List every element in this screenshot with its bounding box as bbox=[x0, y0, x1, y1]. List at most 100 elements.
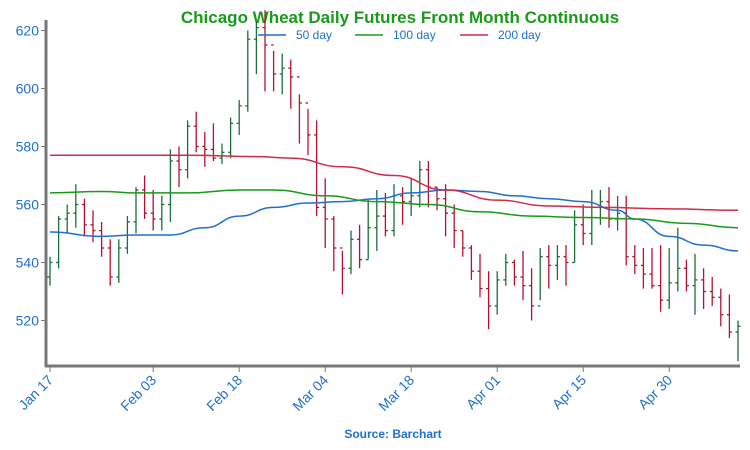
ohlc-bar bbox=[408, 178, 414, 217]
ohlc-bar bbox=[537, 248, 543, 307]
ohlc-bar bbox=[494, 271, 500, 315]
x-tick-label: Feb 18 bbox=[203, 372, 245, 414]
ohlc-bar bbox=[503, 253, 509, 286]
ohlc-bar bbox=[262, 10, 268, 92]
ohlc-bar bbox=[228, 117, 234, 159]
ohlc-bar bbox=[529, 268, 535, 321]
ohlc-bar bbox=[460, 229, 466, 257]
ohlc-bar bbox=[365, 198, 371, 261]
y-tick-label: 540 bbox=[16, 255, 40, 271]
ohlc-bar bbox=[90, 210, 96, 243]
ohlc-bar bbox=[296, 76, 302, 144]
ohlc-bar bbox=[64, 204, 70, 234]
ohlc-bar bbox=[486, 271, 492, 330]
legend-label: 200 day bbox=[498, 28, 541, 42]
ohlc-bar bbox=[511, 259, 517, 286]
ohlc-bar bbox=[107, 239, 113, 286]
series-line-50-day bbox=[49, 189, 739, 252]
ohlc-bar bbox=[142, 175, 148, 219]
ohlc-bar bbox=[331, 216, 337, 272]
ohlc-bar bbox=[236, 100, 242, 135]
x-tick-label: Mar 18 bbox=[375, 372, 417, 414]
y-tick-label: 620 bbox=[16, 23, 40, 39]
ohlc-bar bbox=[314, 120, 320, 217]
x-tick-label: Apr 01 bbox=[463, 372, 504, 413]
ohlc-bar bbox=[219, 143, 225, 164]
axes: 520 540 560 580 600 620 Jan 17 Feb 03 Feb 18 Mar … bbox=[15, 20, 740, 414]
ohlc-bar bbox=[666, 248, 672, 309]
ohlc-bar bbox=[451, 204, 457, 248]
ohlc-bar bbox=[563, 245, 569, 286]
ohlc-bar bbox=[391, 184, 397, 237]
ohlc-bar bbox=[245, 30, 251, 112]
ohlc-bar bbox=[640, 248, 646, 289]
ohlc-bar bbox=[99, 221, 105, 257]
x-tick-label: Apr 30 bbox=[635, 372, 676, 413]
ohlc-bar bbox=[47, 256, 53, 286]
series-line-100-day bbox=[49, 189, 739, 229]
legend: 50 day 100 day 200 day bbox=[258, 28, 541, 42]
ohlc-bar bbox=[675, 227, 681, 292]
ohlc-bar bbox=[185, 120, 191, 179]
ohlc-bar bbox=[580, 204, 586, 246]
y-tick-label: 580 bbox=[16, 139, 40, 155]
ohlc-bar bbox=[683, 259, 689, 292]
ohlc-bar bbox=[718, 288, 724, 327]
x-tick-label: Feb 03 bbox=[117, 372, 159, 414]
y-tick-label: 520 bbox=[16, 313, 40, 329]
ohlc-bar bbox=[348, 230, 354, 275]
ohlc-bar bbox=[271, 44, 277, 92]
ohlc-bar bbox=[632, 245, 638, 275]
ohlc-bar bbox=[572, 210, 578, 264]
ohlc-bar bbox=[81, 198, 87, 237]
ohlc-bar bbox=[339, 247, 345, 295]
y-tick-label: 560 bbox=[16, 197, 40, 213]
ohlc-bar bbox=[305, 102, 311, 156]
ohlc-bars bbox=[47, 10, 741, 362]
ohlc-bar bbox=[382, 192, 388, 237]
ohlc-bar bbox=[374, 190, 380, 251]
ohlc-bar bbox=[709, 277, 715, 306]
ohlc-bar bbox=[658, 245, 664, 312]
ohlc-bar bbox=[253, 21, 259, 74]
ohlc-bar bbox=[692, 253, 698, 315]
moving-average-lines bbox=[49, 154, 739, 252]
ohlc-bar bbox=[735, 320, 741, 362]
ohlc-bar bbox=[56, 216, 62, 269]
ohlc-bar bbox=[417, 161, 423, 208]
ohlc-bar bbox=[425, 161, 431, 208]
x-tick-label: Mar 04 bbox=[289, 372, 331, 414]
ohlc-bar bbox=[649, 248, 655, 289]
ohlc-bar bbox=[150, 190, 156, 231]
ohlc-bar bbox=[116, 239, 122, 283]
ohlc-bar bbox=[288, 59, 294, 109]
x-tick-label: Jan 17 bbox=[15, 372, 56, 413]
ohlc-bar bbox=[73, 184, 79, 228]
ohlc-bar bbox=[167, 149, 173, 222]
legend-label: 100 day bbox=[393, 28, 436, 42]
ohlc-bar bbox=[210, 123, 216, 161]
ohlc-bar bbox=[546, 245, 552, 289]
ohlc-bar bbox=[701, 268, 707, 309]
ohlc-bar bbox=[133, 187, 139, 234]
ohlc-bar bbox=[520, 250, 526, 301]
ohlc-bar bbox=[193, 111, 199, 153]
source-note: Source: Barchart bbox=[344, 427, 442, 441]
series-line-200-day bbox=[49, 154, 739, 212]
ohlc-bar bbox=[615, 195, 621, 231]
ohlc-bar bbox=[322, 178, 328, 248]
ohlc-bar bbox=[554, 245, 560, 280]
ohlc-bar bbox=[159, 195, 165, 231]
x-tick-label: Apr 15 bbox=[549, 372, 590, 413]
ohlc-bar bbox=[623, 195, 629, 266]
legend-label: 50 day bbox=[296, 28, 332, 42]
ohlc-bar bbox=[202, 132, 208, 167]
ohlc-bar bbox=[726, 294, 732, 338]
ohlc-bar bbox=[357, 224, 363, 269]
chart-title: Chicago Wheat Daily Futures Front Month … bbox=[180, 8, 620, 27]
ohlc-bar bbox=[176, 146, 182, 188]
ohlc-bar bbox=[279, 53, 285, 95]
y-tick-label: 600 bbox=[16, 81, 40, 97]
ohlc-bar bbox=[443, 184, 449, 237]
